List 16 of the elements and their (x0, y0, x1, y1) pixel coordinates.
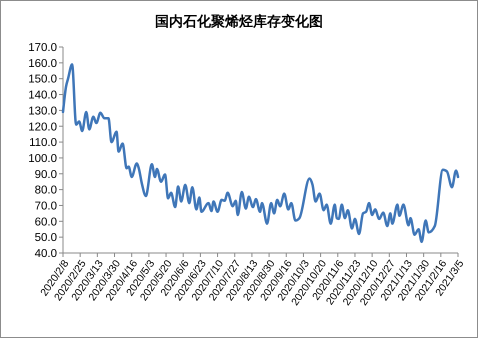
y-tick-label: 90.0 (34, 168, 57, 181)
y-tick-label: 140.0 (28, 90, 57, 102)
y-tick-label: 160.0 (28, 58, 57, 70)
y-tick-label: 120.0 (28, 121, 57, 134)
y-tick-label: 170.0 (28, 42, 57, 54)
y-tick-label: 50.0 (34, 232, 57, 244)
y-tick-label: 110.0 (29, 137, 57, 150)
y-tick-label: 80.0 (34, 184, 57, 197)
y-tick-label: 130.0 (28, 105, 57, 118)
y-tick-label: 150.0 (28, 74, 57, 86)
y-tick-label: 100.0 (28, 152, 57, 165)
y-tick-label: 60.0 (34, 216, 57, 228)
chart-title: 国内石化聚烯烃库存变化图 (155, 13, 323, 30)
y-tick-label: 40.0 (34, 248, 57, 260)
y-tick-label: 70.0 (34, 200, 57, 212)
line-series (62, 63, 460, 244)
